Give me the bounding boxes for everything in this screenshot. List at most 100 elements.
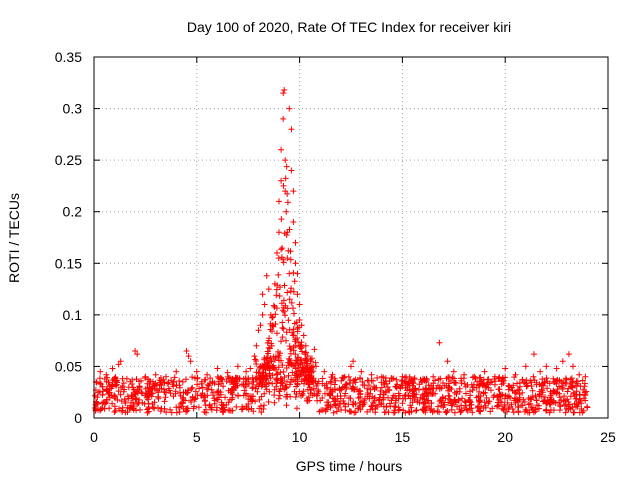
data-point — [233, 403, 240, 410]
data-point — [382, 389, 389, 396]
data-point — [280, 90, 287, 97]
data-point — [482, 404, 489, 411]
data-point — [570, 389, 577, 396]
data-point — [163, 409, 170, 416]
data-point — [264, 359, 271, 366]
data-point — [304, 353, 311, 360]
data-point — [455, 396, 462, 403]
data-point — [427, 407, 434, 414]
data-point — [271, 392, 278, 399]
data-point — [279, 362, 286, 369]
data-point — [284, 289, 291, 296]
data-point — [189, 374, 196, 381]
data-point — [290, 188, 297, 195]
data-point — [161, 398, 168, 405]
data-point — [552, 400, 559, 406]
data-point — [296, 373, 303, 380]
data-point — [416, 381, 423, 388]
data-point — [395, 407, 402, 414]
data-point — [357, 375, 364, 382]
data-point — [111, 403, 118, 410]
data-point — [420, 407, 427, 414]
data-point — [153, 387, 160, 394]
data-point — [425, 397, 432, 404]
data-point — [264, 339, 271, 346]
x-tick-label: 0 — [90, 429, 98, 445]
data-point — [368, 371, 375, 378]
data-point — [213, 404, 220, 411]
data-point — [365, 382, 372, 389]
data-point — [527, 400, 534, 407]
data-point — [476, 408, 483, 415]
data-point — [201, 398, 208, 405]
data-point — [223, 401, 230, 408]
data-point — [205, 386, 211, 393]
data-point — [172, 390, 179, 397]
data-point — [268, 342, 275, 349]
data-point — [543, 363, 550, 370]
data-point — [275, 255, 282, 262]
data-point — [350, 399, 357, 405]
data-point — [144, 380, 151, 387]
data-point — [121, 386, 128, 393]
data-point — [452, 379, 459, 386]
data-point — [284, 305, 291, 312]
data-point — [390, 409, 397, 416]
data-point — [329, 371, 336, 378]
data-point — [578, 400, 585, 407]
data-point — [189, 384, 196, 391]
data-point — [458, 407, 465, 414]
data-point — [364, 377, 371, 384]
data-point — [338, 377, 345, 384]
data-point — [176, 404, 183, 411]
data-point — [211, 380, 218, 387]
data-point — [301, 368, 308, 374]
data-point — [294, 270, 301, 277]
data-point — [436, 339, 443, 346]
data-point — [461, 380, 468, 387]
data-point — [302, 342, 309, 349]
data-point — [202, 376, 209, 383]
data-point — [258, 373, 265, 380]
data-point — [265, 398, 272, 405]
data-point — [410, 392, 417, 399]
data-point — [554, 376, 561, 383]
data-point — [458, 402, 465, 409]
y-tick-label: 0.05 — [55, 358, 82, 374]
x-tick-label: 10 — [292, 429, 308, 445]
data-point — [352, 409, 359, 416]
data-point — [442, 395, 449, 402]
data-point — [291, 278, 298, 285]
data-point — [378, 379, 385, 386]
data-point — [393, 383, 400, 390]
data-point — [115, 361, 122, 368]
data-point — [208, 386, 215, 393]
data-point — [582, 397, 589, 404]
data-point — [121, 396, 128, 403]
data-point — [192, 375, 198, 382]
data-point — [288, 167, 295, 174]
data-point — [167, 390, 174, 397]
data-point — [288, 126, 295, 133]
data-point — [271, 303, 278, 310]
data-point — [117, 358, 124, 365]
data-point — [532, 406, 539, 413]
x-axis-label: GPS time / hours — [296, 458, 403, 474]
data-point — [515, 409, 522, 416]
data-point — [233, 382, 240, 389]
data-point — [459, 395, 466, 402]
data-point — [327, 378, 334, 385]
data-point — [256, 396, 263, 403]
data-point — [265, 286, 272, 293]
y-tick-label: 0.25 — [55, 152, 82, 168]
axis-ticks: 0 0.05 0.1 0.15 0.2 0.25 0.3 0.35 0 5 10 15 20 25 — [55, 49, 616, 445]
data-point — [267, 311, 274, 318]
data-point — [420, 375, 426, 382]
data-point — [449, 401, 456, 408]
data-point — [103, 378, 110, 385]
data-point — [389, 395, 396, 401]
data-point — [293, 383, 300, 390]
data-point — [261, 390, 268, 397]
data-point — [318, 407, 325, 414]
data-point — [564, 388, 571, 395]
